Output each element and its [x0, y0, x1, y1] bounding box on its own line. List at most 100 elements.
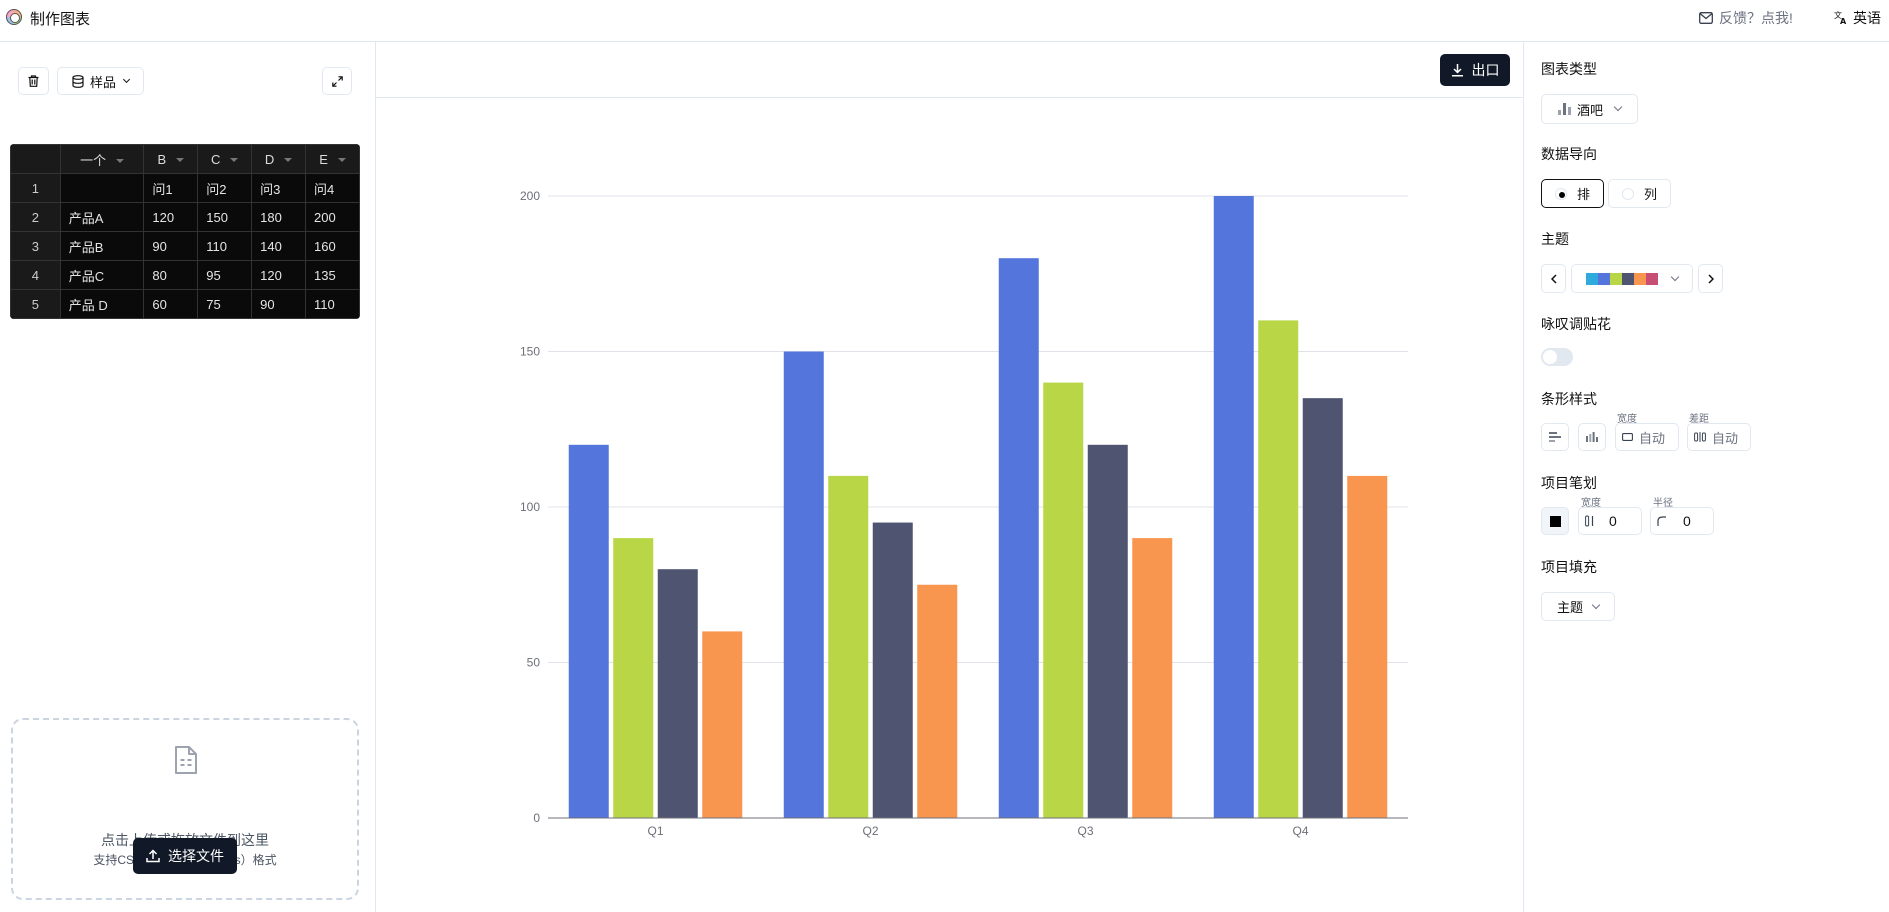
table-cell[interactable]: 160	[305, 231, 360, 261]
bar[interactable]	[872, 522, 913, 818]
table-cell[interactable]: 95	[197, 260, 253, 290]
chevron-right-icon	[1707, 273, 1714, 284]
column-header[interactable]: E	[305, 144, 360, 174]
table-cell[interactable]: 200	[305, 202, 360, 232]
column-menu-caret-icon[interactable]	[284, 158, 293, 163]
feedback-label: 反馈？点我!	[1719, 10, 1793, 26]
bar[interactable]	[998, 258, 1039, 818]
bar[interactable]	[783, 351, 824, 819]
bar[interactable]	[1258, 320, 1299, 818]
chart-type-dropdown[interactable]: 酒吧	[1541, 94, 1638, 124]
table-cell[interactable]: 60	[143, 289, 199, 319]
column-header[interactable]: 一个	[59, 144, 145, 174]
file-dropzone[interactable]: 点击上传或拖放文件到这里 支持CSV、Excel（.xlsx/.xls）格式 选…	[11, 718, 359, 900]
table-row: 4 产品C 80 95 120 135	[10, 260, 360, 290]
x-tick-label: Q4	[1292, 824, 1308, 838]
table-cell[interactable]: 产品 D	[59, 289, 145, 319]
bar[interactable]	[568, 444, 609, 818]
decal-label: 咏叹调贴花	[1541, 316, 1611, 332]
bar[interactable]	[1302, 398, 1343, 818]
column-menu-caret-icon[interactable]	[116, 159, 125, 164]
theme-next-button[interactable]	[1698, 264, 1723, 293]
orientation-label: 数据导向	[1541, 146, 1597, 162]
data-spreadsheet[interactable]: 一个 B C D E 1 问1 问2 问3 问4 2 产品	[10, 144, 360, 319]
clear-data-button[interactable]	[18, 67, 49, 95]
table-cell[interactable]: 135	[305, 260, 360, 290]
stroke-width-input[interactable]: 0	[1578, 507, 1642, 535]
table-cell[interactable]: 问2	[197, 173, 253, 203]
settings-panel: 图表类型 酒吧 数据导向 排 列 主题 咏叹调贴花 条形样式 宽度 差距	[1523, 42, 1889, 912]
stroke-radius-input[interactable]: 0	[1650, 507, 1714, 535]
bar[interactable]	[613, 538, 654, 818]
bar[interactable]	[702, 631, 743, 818]
bar[interactable]	[1347, 475, 1388, 818]
table-cell[interactable]: 问3	[251, 173, 307, 203]
orientation-row-option[interactable]: 排	[1541, 179, 1604, 208]
table-cell[interactable]: 110	[305, 289, 360, 319]
choose-file-button[interactable]: 选择文件	[133, 838, 237, 874]
table-cell[interactable]: 120	[251, 260, 307, 290]
table-cell[interactable]: 140	[251, 231, 307, 261]
vertical-bar-button[interactable]	[1578, 423, 1606, 451]
bar-chart[interactable]: 0 50 100 150 200 Q1 Q2 Q3 Q4	[376, 42, 1523, 912]
column-menu-caret-icon[interactable]	[337, 158, 346, 163]
table-cell[interactable]: 产品A	[59, 202, 145, 232]
sample-data-dropdown[interactable]: 样品	[57, 67, 144, 95]
x-tick-label: Q2	[862, 824, 878, 838]
column-header[interactable]: C	[197, 144, 253, 174]
table-cell[interactable]: 120	[143, 202, 199, 232]
table-cell[interactable]: 90	[251, 289, 307, 319]
theme-dropdown[interactable]	[1571, 264, 1693, 293]
column-header[interactable]: B	[143, 144, 199, 174]
bar[interactable]	[1213, 196, 1254, 818]
item-fill-dropdown[interactable]: 主题	[1541, 592, 1615, 621]
table-cell[interactable]: 150	[197, 202, 253, 232]
bar-width-label: 宽度	[1617, 414, 1637, 425]
orientation-column-option[interactable]: 列	[1608, 179, 1671, 208]
table-cell[interactable]: 90	[143, 231, 199, 261]
chevron-left-icon	[1550, 273, 1557, 284]
bar-width-input[interactable]: 自动	[1615, 423, 1679, 451]
decal-toggle[interactable]	[1541, 348, 1573, 366]
bar[interactable]	[917, 584, 958, 818]
gap-icon	[1694, 432, 1706, 442]
row-number[interactable]: 4	[10, 260, 61, 290]
row-number[interactable]: 2	[10, 202, 61, 232]
bar[interactable]	[1132, 538, 1173, 818]
expand-button[interactable]	[322, 67, 352, 95]
table-cell[interactable]: 75	[197, 289, 253, 319]
export-label: 出口	[1471, 62, 1500, 78]
table-cell[interactable]: 80	[143, 260, 199, 290]
table-cell[interactable]: 110	[197, 231, 253, 261]
bar-gap-input[interactable]: 自动	[1687, 423, 1751, 451]
bar-chart-icon	[1557, 103, 1571, 115]
row-number[interactable]: 3	[10, 231, 61, 261]
export-button[interactable]: 出口	[1440, 54, 1510, 86]
column-menu-caret-icon[interactable]	[176, 158, 185, 163]
theme-prev-button[interactable]	[1541, 264, 1566, 293]
chart-type-label: 图表类型	[1541, 61, 1597, 77]
feedback-link[interactable]: 反馈？点我!	[1699, 8, 1793, 28]
bar[interactable]	[828, 475, 869, 818]
stroke-color-button[interactable]	[1541, 507, 1569, 535]
trash-icon	[28, 75, 39, 87]
bar[interactable]	[1043, 382, 1084, 818]
x-tick-label: Q3	[1077, 824, 1093, 838]
chevron-down-icon	[122, 75, 131, 83]
bar[interactable]	[1087, 444, 1128, 818]
bar[interactable]	[657, 569, 698, 818]
table-cell[interactable]: 问1	[143, 173, 199, 203]
column-menu-caret-icon[interactable]	[230, 158, 239, 163]
table-cell[interactable]: 产品C	[59, 260, 145, 290]
table-cell[interactable]	[59, 173, 145, 203]
row-number[interactable]: 1	[10, 173, 61, 203]
horizontal-bar-button[interactable]	[1541, 423, 1569, 451]
table-cell[interactable]: 问4	[305, 173, 360, 203]
table-cell[interactable]: 产品B	[59, 231, 145, 261]
column-header[interactable]: D	[251, 144, 307, 174]
table-cell[interactable]: 180	[251, 202, 307, 232]
row-number[interactable]: 5	[10, 289, 61, 319]
database-icon	[72, 74, 84, 88]
choose-file-label: 选择文件	[168, 848, 224, 864]
